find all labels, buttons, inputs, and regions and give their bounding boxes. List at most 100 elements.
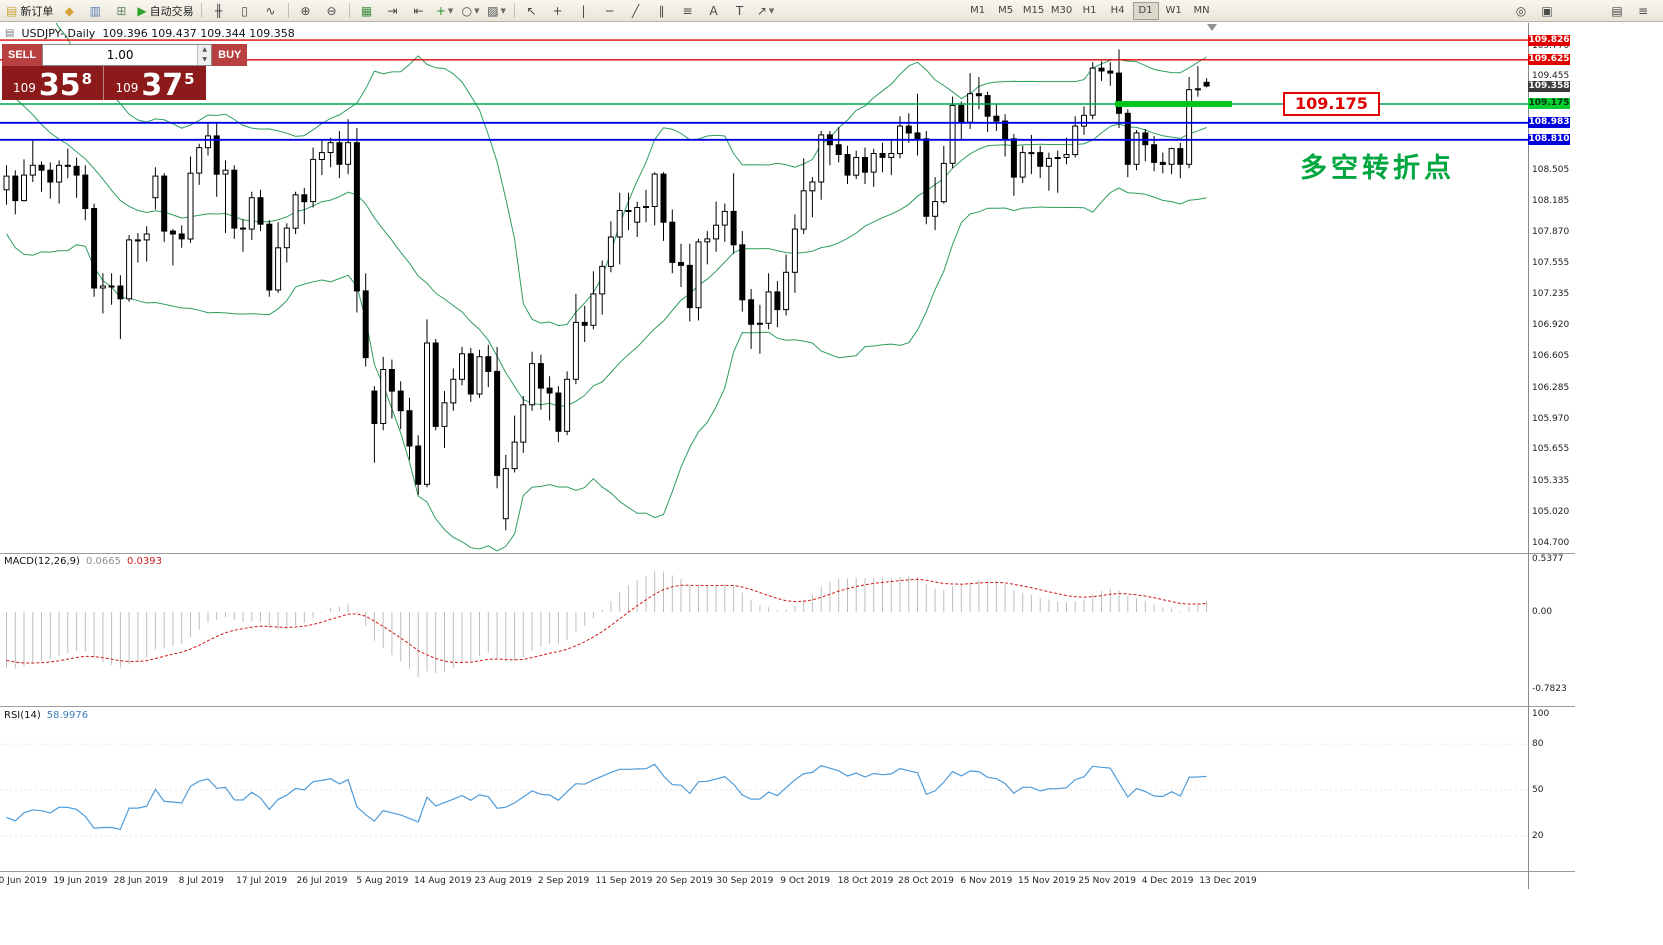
- price-axis-label: 108.185: [1532, 196, 1570, 207]
- fibonacci-button[interactable]: ≡: [675, 1, 701, 21]
- bollinger-band[interactable]: [6, 187, 1207, 552]
- bollinger-band[interactable]: [6, 90, 1207, 407]
- sell-button[interactable]: SELL: [2, 44, 43, 66]
- crosshair-button[interactable]: +: [545, 1, 571, 21]
- toolbar-separator: [348, 3, 350, 18]
- trendline-button[interactable]: ╱: [623, 1, 649, 21]
- main-chart[interactable]: [0, 23, 1528, 553]
- timeframe-d1[interactable]: D1: [1132, 1, 1159, 20]
- new-order-button[interactable]: ▤ 新订单: [6, 3, 54, 18]
- vertical-line-button[interactable]: |: [571, 1, 597, 21]
- bar-chart-button: ╫: [214, 3, 223, 18]
- date-label: 5 Aug 2019: [356, 876, 409, 886]
- trendline-button: ╱: [631, 3, 640, 18]
- macd-panel[interactable]: [0, 554, 1528, 706]
- zoom-in-button[interactable]: ⊕: [293, 1, 319, 21]
- ask-whole: 109: [115, 81, 139, 95]
- price-axis-label: 106.605: [1532, 351, 1570, 362]
- auto-trading-button[interactable]: ▶ 自动交易: [137, 3, 194, 18]
- volume-up-button[interactable]: ▲: [198, 45, 212, 55]
- price-axis-marker-109.175: 109.175: [1528, 98, 1570, 110]
- bollinger-band[interactable]: [7, 23, 1207, 327]
- bull-candles[interactable]: [3, 67, 1201, 520]
- date-label: 28 Jun 2019: [113, 876, 168, 886]
- price-axis-marker-109.826: 109.826: [1528, 34, 1570, 46]
- price-axis-label: 107.235: [1532, 289, 1570, 300]
- date-label: 6 Nov 2019: [960, 876, 1013, 886]
- auto-scroll-button[interactable]: ⇥: [380, 1, 406, 21]
- ask-price[interactable]: 109 37 5: [104, 66, 206, 101]
- print-button[interactable]: ▤: [1604, 1, 1630, 21]
- market-watch-button[interactable]: ▥: [82, 1, 108, 21]
- chart-shift-button[interactable]: ⇤: [406, 1, 432, 21]
- macd-axis-label: 0.5377: [1532, 554, 1564, 565]
- zoom-out-button[interactable]: ⊖: [319, 1, 345, 21]
- top-toolbar: ▤ 新订单 ◆ ▥ ⊞ ▶ 自动交易 ╫ ▯ ∿ ⊕ ⊖ ▦ ⇥ ⇤ + ▼ ○ ▼ ▨ ▼ ↖ + | ─ ╱ ∥ ≡ A T ↗ ▼ M1 M…: [0, 0, 1663, 22]
- search-button[interactable]: ◎: [1508, 1, 1534, 21]
- price-axis-label: 108.505: [1532, 164, 1570, 175]
- periods-button: ○: [461, 3, 473, 18]
- timeframe-m1[interactable]: M1: [970, 5, 986, 16]
- bid-whole: 109: [12, 81, 36, 95]
- date-label: 13 Dec 2019: [1199, 876, 1257, 886]
- tile-windows-button: ▦: [360, 3, 373, 18]
- panel-divider[interactable]: [0, 871, 1575, 872]
- price-axis-label: 104.700: [1532, 538, 1570, 549]
- macd-name: MACD(12,26,9): [4, 556, 80, 567]
- bear-candles[interactable]: [12, 67, 1210, 485]
- timeframe-w1[interactable]: W1: [1165, 5, 1182, 16]
- window-list-button[interactable]: ≡: [1630, 1, 1656, 21]
- turning-point-note[interactable]: 多空转折点: [1300, 153, 1455, 184]
- bar-chart-button[interactable]: ╫: [206, 1, 232, 21]
- tile-windows-button[interactable]: ▦: [354, 1, 380, 21]
- candlestick-button[interactable]: ▯: [232, 1, 258, 21]
- rsi-axis-label: 80: [1532, 739, 1544, 750]
- text-label-button[interactable]: T: [727, 1, 753, 21]
- cursor-button: ↖: [526, 3, 537, 18]
- metaeditor-button[interactable]: ◆: [56, 1, 82, 21]
- buy-button[interactable]: BUY: [212, 44, 248, 66]
- volume-field: ▲ ▼: [42, 44, 213, 66]
- toolbar-right-group: ▤ ≡: [1604, 1, 1656, 21]
- arrows-button[interactable]: ↗ ▼: [756, 3, 775, 18]
- date-label: 9 Oct 2019: [780, 876, 831, 886]
- fibonacci-button: ≡: [682, 3, 693, 18]
- price-axis-label: 107.870: [1532, 227, 1570, 238]
- text-button[interactable]: A: [701, 1, 727, 21]
- chart-shift-button: ⇤: [413, 3, 424, 18]
- periods-button[interactable]: ○ ▼: [461, 3, 480, 18]
- timeframe-m5[interactable]: M5: [998, 5, 1014, 16]
- timeframe-m30[interactable]: M30: [1050, 5, 1073, 16]
- chart-shift-marker[interactable]: [1207, 24, 1217, 31]
- text-label-button: T: [735, 3, 744, 18]
- chart-icon: ▤: [5, 28, 15, 39]
- toolbar-separator: [513, 3, 515, 18]
- window-list-button: ≡: [1637, 3, 1649, 18]
- macd-axis-label: 0.00: [1532, 607, 1553, 617]
- cursor-button[interactable]: ↖: [519, 1, 545, 21]
- price-callout-annotation[interactable]: 109.175: [1283, 92, 1380, 116]
- volume-input[interactable]: [43, 45, 198, 65]
- bid-price[interactable]: 109 35 8: [2, 66, 104, 101]
- indicators-button[interactable]: + ▼: [435, 3, 454, 18]
- new-chart-button[interactable]: ▣: [1534, 1, 1560, 21]
- templates-button[interactable]: ▨ ▼: [487, 3, 506, 18]
- horizontal-line-button[interactable]: ─: [597, 1, 623, 21]
- date-label: 10 Jun 2019: [0, 876, 48, 886]
- timeframe-h4[interactable]: H4: [1110, 5, 1125, 16]
- panel-divider[interactable]: [0, 706, 1575, 707]
- timeframe-mn[interactable]: MN: [1193, 5, 1210, 16]
- timeframe-m15[interactable]: M15: [1022, 5, 1045, 16]
- rsi-panel[interactable]: [0, 708, 1528, 871]
- channel-button[interactable]: ∥: [649, 1, 675, 21]
- date-label: 14 Aug 2019: [413, 876, 472, 886]
- timeframe-h1[interactable]: H1: [1082, 5, 1097, 16]
- candle-wicks: [6, 49, 1208, 531]
- auto-trading-button: ▶: [137, 3, 147, 18]
- date-label: 20 Sep 2019: [655, 876, 713, 886]
- navigator-button[interactable]: ⊞: [108, 1, 134, 21]
- panel-divider[interactable]: [0, 553, 1575, 554]
- price-axis-label: 105.970: [1532, 413, 1570, 424]
- volume-down-button[interactable]: ▼: [198, 55, 212, 65]
- line-chart-button[interactable]: ∿: [258, 1, 284, 21]
